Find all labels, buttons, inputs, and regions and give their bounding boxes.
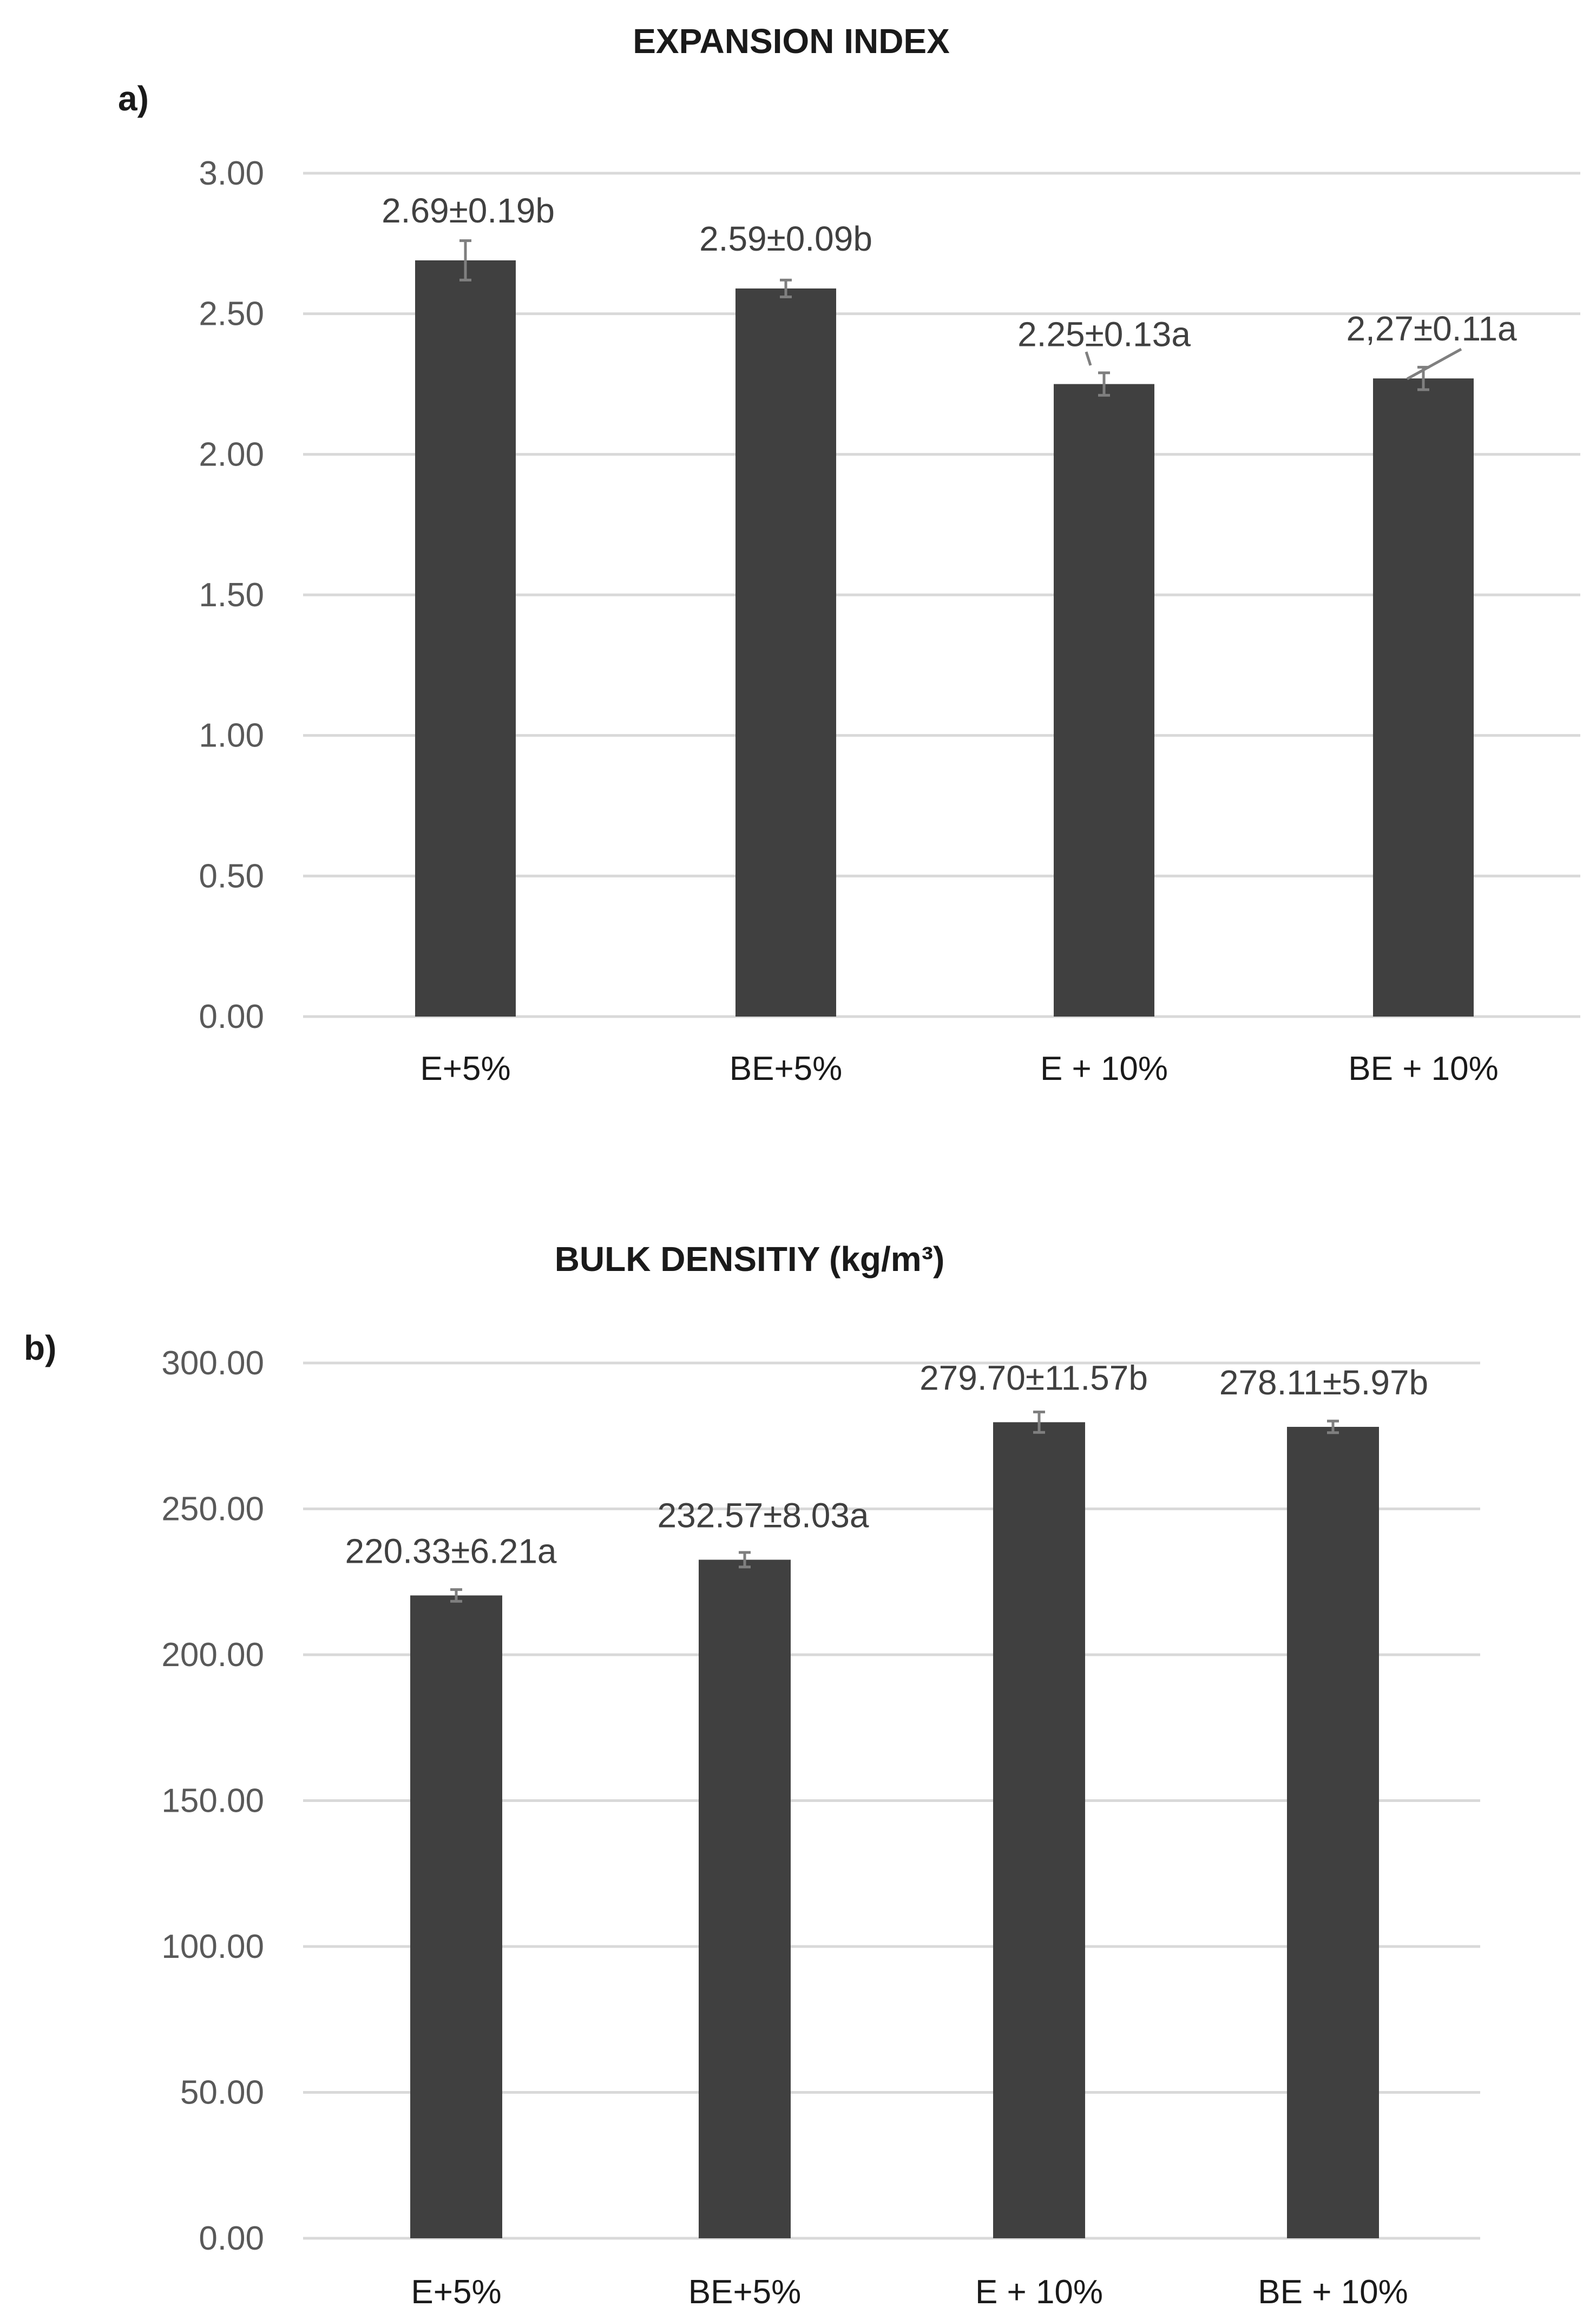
y-tick-label: 0.00 — [199, 2220, 264, 2257]
x-category-label: E + 10% — [975, 2273, 1103, 2311]
data-labels: 2.69±0.19b 2.59±0.09b 2.25±0.13a 2,27±0.11a — [382, 191, 1517, 354]
data-label: 2.25±0.13a — [1017, 315, 1191, 354]
y-tick-label: 2.50 — [199, 296, 264, 333]
x-category-label: E+5% — [411, 2273, 501, 2311]
y-tick-label: 50.00 — [180, 2074, 264, 2112]
bar — [993, 1422, 1085, 2238]
bar — [1054, 384, 1154, 1017]
chart-expansion-index: EXPANSION INDEX a) 0.00 0.50 1.00 1.50 2.00 2… — [118, 22, 1580, 1087]
y-tick-label: 1.50 — [199, 576, 264, 614]
error-bar — [459, 239, 471, 281]
data-label: 279.70±11.57b — [919, 1358, 1148, 1397]
data-label: 232.57±8.03a — [657, 1496, 869, 1535]
y-tick-label: 300.00 — [161, 1345, 264, 1382]
error-bar — [1033, 1411, 1045, 1434]
bar — [410, 1595, 502, 2238]
error-bars — [450, 1411, 1339, 1603]
x-category-label: E + 10% — [1040, 1050, 1168, 1087]
y-tick-label: 0.00 — [199, 998, 264, 1036]
chart-bulk-density: BULK DENSITIY (kg/m³) b) 0.00 50.00 100.00… — [24, 1240, 1480, 2311]
x-category-label: BE+5% — [730, 1050, 843, 1087]
data-label: 2.59±0.09b — [699, 219, 872, 258]
y-tick-label: 2.00 — [199, 436, 264, 473]
error-bar — [1327, 1419, 1339, 1434]
y-axis-ticks: 0.00 0.50 1.00 1.50 2.00 2.50 3.00 — [199, 155, 264, 1036]
data-label: 278.11±5.97b — [1219, 1363, 1428, 1402]
error-bar — [1098, 371, 1110, 397]
chart-title: BULK DENSITIY (kg/m³) — [555, 1240, 945, 1279]
y-tick-label: 100.00 — [161, 1928, 264, 1965]
leader-line — [1406, 348, 1462, 381]
y-tick-label: 1.00 — [199, 717, 264, 755]
panel-label: a) — [118, 79, 149, 118]
y-tick-label: 150.00 — [161, 1782, 264, 1820]
bar — [1287, 1426, 1379, 2238]
bar — [735, 288, 836, 1017]
bar — [1373, 378, 1474, 1017]
leader-line — [1085, 351, 1092, 366]
gridlines — [303, 172, 1580, 1018]
bars — [410, 1422, 1379, 2238]
x-axis-categories: E+5% BE+5% E + 10% BE + 10% — [411, 2273, 1408, 2311]
data-labels: 220.33±6.21a 232.57±8.03a 279.70±11.57b 278… — [345, 1358, 1428, 1570]
y-tick-label: 3.00 — [199, 155, 264, 192]
x-axis-categories: E+5% BE+5% E + 10% BE + 10% — [420, 1050, 1498, 1087]
y-tick-label: 200.00 — [161, 1636, 264, 1674]
x-category-label: E+5% — [420, 1050, 510, 1087]
x-category-label: BE+5% — [688, 2273, 802, 2311]
error-bars — [459, 239, 1429, 397]
bars — [415, 260, 1474, 1017]
error-bar — [780, 278, 792, 299]
error-bar — [739, 1551, 751, 1569]
error-bar — [450, 1588, 462, 1603]
bar — [415, 260, 516, 1017]
label-leader-lines — [1085, 348, 1462, 381]
bar — [699, 1559, 791, 2238]
y-tick-label: 250.00 — [161, 1491, 264, 1528]
data-label: 2.69±0.19b — [382, 191, 555, 230]
y-tick-label: 0.50 — [199, 857, 264, 895]
x-category-label: BE + 10% — [1258, 2273, 1408, 2311]
data-label: 2,27±0.11a — [1346, 309, 1517, 348]
data-label: 220.33±6.21a — [345, 1531, 556, 1570]
x-category-label: BE + 10% — [1348, 1050, 1498, 1087]
y-axis-ticks: 0.00 50.00 100.00 150.00 200.00 250.00 300.00 — [161, 1345, 264, 2257]
panel-label: b) — [24, 1328, 56, 1367]
chart-title: EXPANSION INDEX — [633, 22, 950, 61]
